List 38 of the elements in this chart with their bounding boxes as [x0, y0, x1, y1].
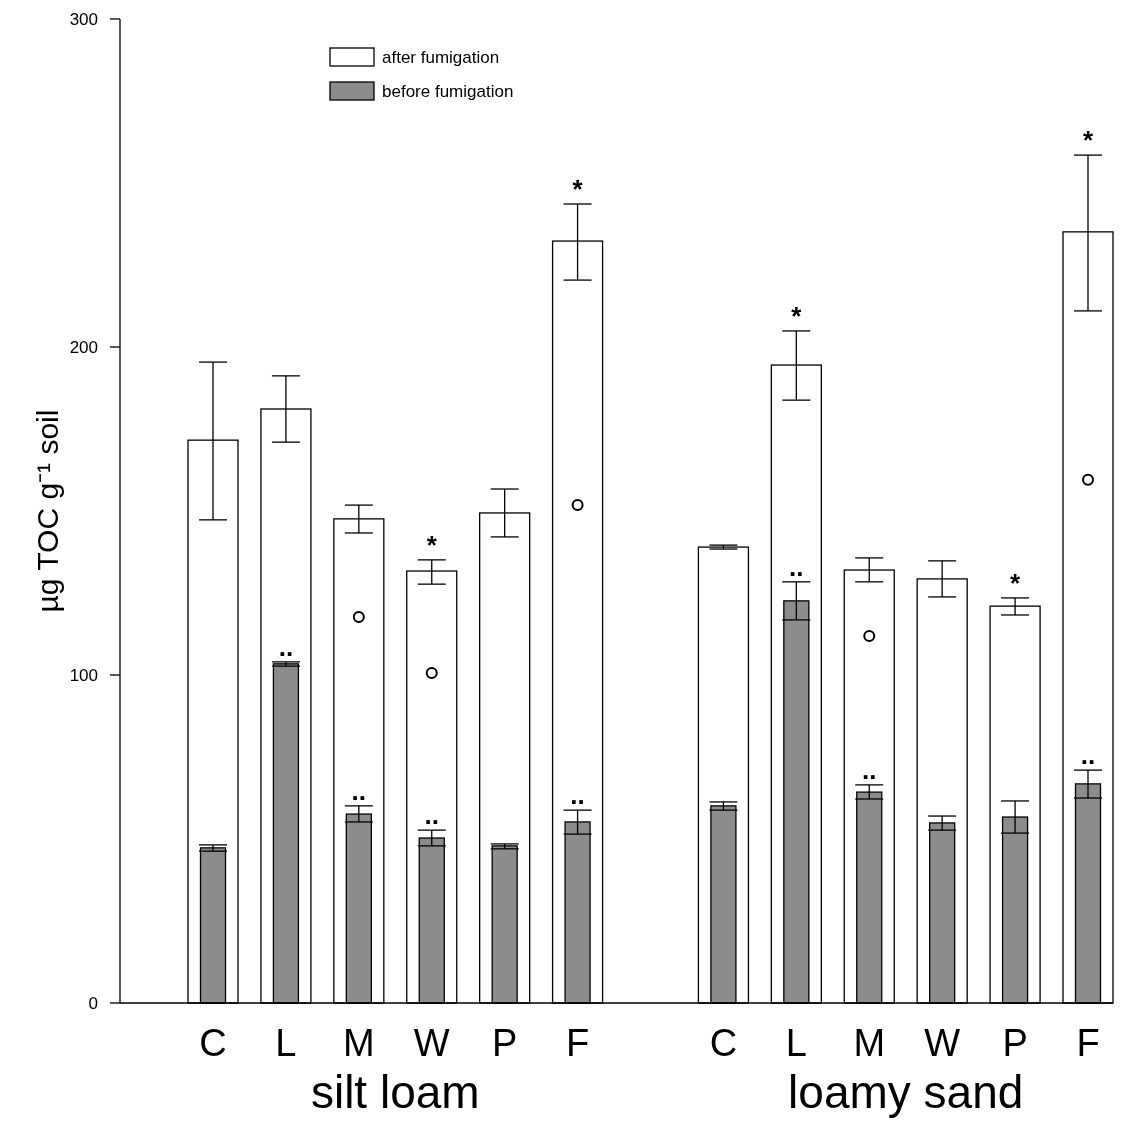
y-tick-label: 100	[69, 665, 98, 685]
legend-label: before fumigation	[382, 81, 514, 101]
point	[863, 629, 876, 642]
text: silt loam	[310, 1066, 480, 1118]
data-label: ..	[570, 780, 585, 811]
x-tick-label: F	[565, 1022, 590, 1064]
x-tick-label: F	[1076, 1022, 1100, 1064]
data-label: *	[791, 300, 803, 331]
point	[352, 610, 365, 623]
point	[1082, 473, 1094, 486]
data-label: *	[426, 529, 438, 560]
text: loamy sand	[788, 1066, 1024, 1118]
data-label: ..	[278, 631, 294, 662]
x-tick-label: P	[491, 1022, 518, 1064]
x-tick-label: P	[1002, 1022, 1028, 1064]
data-label: *	[1082, 125, 1094, 156]
x-tick-label: M	[853, 1022, 886, 1064]
x-tick-label: M	[343, 1022, 375, 1064]
x-tick-label: C	[199, 1022, 227, 1064]
data-label: *	[572, 173, 584, 204]
data-label: *	[1010, 567, 1022, 598]
data-label: ..	[351, 775, 367, 806]
y-tick-label: 200	[69, 337, 98, 357]
x-tick-label: L	[275, 1022, 297, 1064]
point	[571, 499, 584, 512]
data-label: ..	[789, 551, 804, 582]
data-label: ..	[1080, 740, 1096, 771]
x-tick-label: W	[413, 1022, 450, 1064]
data-label: ..	[862, 754, 877, 785]
y-tick-label: 300	[69, 9, 98, 29]
data-label: ..	[424, 800, 439, 831]
x-tick-label: C	[709, 1022, 738, 1064]
y-tick-label: 0	[88, 993, 98, 1013]
point	[425, 667, 438, 680]
x-tick-label: L	[785, 1022, 807, 1064]
legend-label: after fumigation	[382, 47, 500, 67]
y-axis-title: µg TOC g⁻¹ soil	[31, 409, 64, 613]
x-tick-label: W	[924, 1022, 961, 1064]
